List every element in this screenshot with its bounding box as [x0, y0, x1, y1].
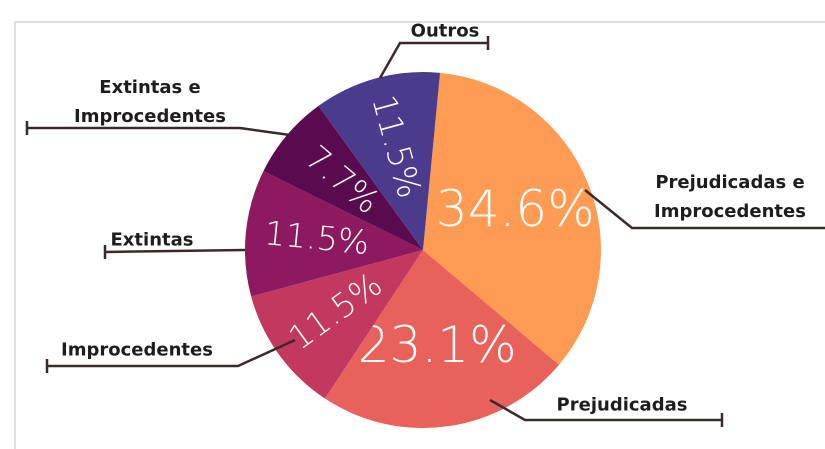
category-label: Extintas e Improcedentes [74, 77, 226, 127]
category-label: Extintas [110, 229, 194, 251]
pie-slice [245, 171, 423, 297]
pie-slice [251, 250, 423, 399]
value-label: 23.1% [358, 316, 517, 374]
pie-slice [263, 105, 423, 250]
category-label: Prejudicadas e Improcedentes [654, 172, 806, 222]
pie-slice [423, 72, 601, 365]
leader-line [104, 248, 246, 254]
leader-line [47, 338, 296, 368]
leader-line [489, 398, 722, 422]
category-label: Improcedentes [61, 339, 213, 361]
category-label: Outros [410, 20, 480, 42]
leader-line [584, 189, 825, 230]
leader-line [378, 41, 488, 79]
pie-slice [318, 71, 441, 250]
pie-slice [324, 250, 559, 428]
category-label: Prejudicadas [556, 394, 688, 416]
leader-line [27, 126, 291, 137]
value-label: 34.6% [436, 180, 595, 238]
